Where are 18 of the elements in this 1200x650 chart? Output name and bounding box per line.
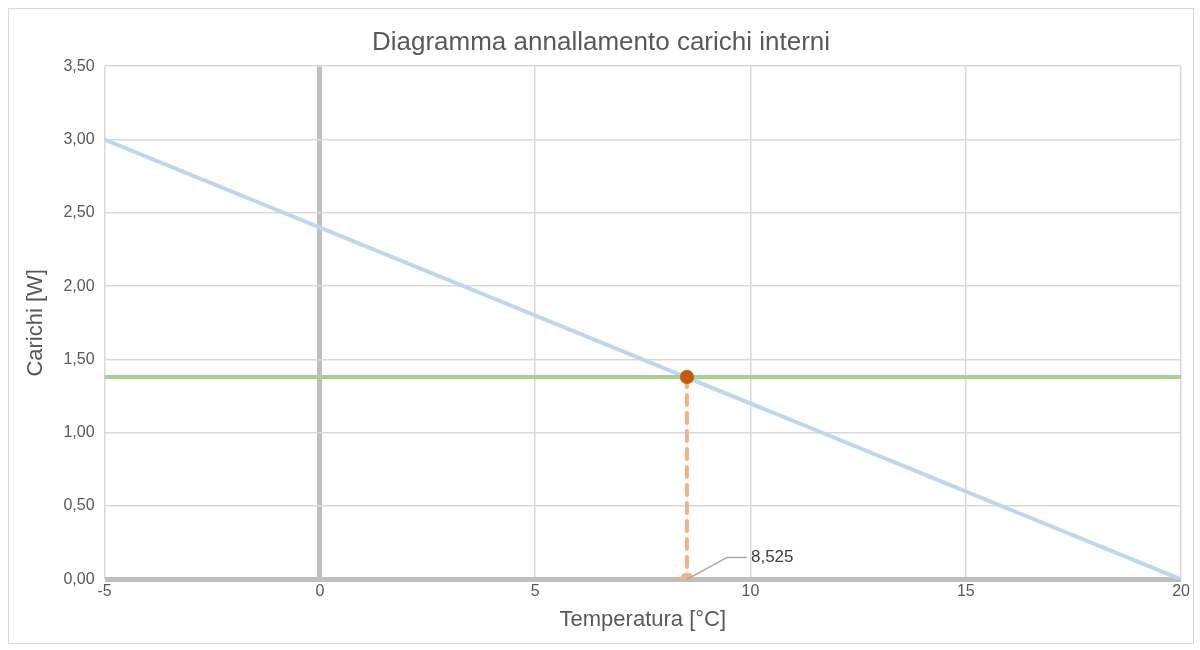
y-axis-title: Carichi [W]: [22, 269, 48, 377]
y-tick-label: 2,50: [63, 203, 95, 221]
x-tick-label: -5: [97, 582, 112, 600]
annotation: 8,525: [750, 547, 794, 567]
x-tick-label: 0: [315, 582, 325, 600]
y-tick-label: 1,00: [63, 423, 95, 441]
chart-title: Diagramma annallamento carichi interni: [371, 25, 831, 56]
x-tick-label: 10: [741, 582, 760, 600]
y-tick-label: 0,50: [63, 496, 95, 514]
x-tick-label: 15: [956, 582, 975, 600]
y-tick-label: 0,00: [63, 569, 95, 587]
y-tick-label: 3,50: [63, 56, 95, 74]
y-tick-label: 2,00: [63, 276, 95, 294]
x-tick-label: 20: [1172, 582, 1191, 600]
y-tick-label: 1,50: [63, 349, 95, 367]
x-axis-title: Temperatura [°C]: [559, 605, 727, 631]
y-tick-label: 3,00: [63, 129, 95, 147]
x-tick-label: 5: [530, 582, 540, 600]
